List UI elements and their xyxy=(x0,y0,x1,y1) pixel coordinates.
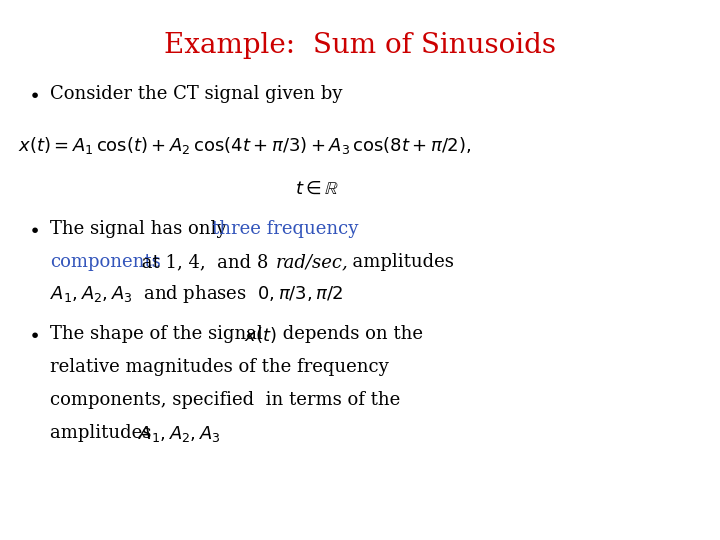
Text: three frequency: three frequency xyxy=(212,220,359,238)
Text: Example:  Sum of Sinusoids: Example: Sum of Sinusoids xyxy=(164,32,556,59)
Text: The shape of the signal: The shape of the signal xyxy=(50,325,269,343)
Text: $A_1, A_2, A_3$: $A_1, A_2, A_3$ xyxy=(138,424,220,444)
Text: $\bullet$: $\bullet$ xyxy=(28,325,39,343)
Text: depends on the: depends on the xyxy=(277,325,423,343)
Text: components: components xyxy=(50,253,161,271)
Text: $x(t)$: $x(t)$ xyxy=(244,325,276,345)
Text: at 1, 4,  and 8: at 1, 4, and 8 xyxy=(136,253,274,271)
Text: Consider the CT signal given by: Consider the CT signal given by xyxy=(50,85,343,103)
Text: $\bullet$: $\bullet$ xyxy=(28,85,39,103)
Text: $x(t) = A_1\,\mathrm{cos}(t) + A_2\,\mathrm{cos}(4t + \pi/3) + A_3\,\mathrm{cos}: $x(t) = A_1\,\mathrm{cos}(t) + A_2\,\mat… xyxy=(18,135,471,156)
Text: relative magnitudes of the frequency: relative magnitudes of the frequency xyxy=(50,358,389,376)
Text: $\bullet$: $\bullet$ xyxy=(28,220,39,238)
Text: rad/sec,: rad/sec, xyxy=(276,253,348,271)
Text: amplitudes: amplitudes xyxy=(341,253,454,271)
Text: $t \in \mathbb{R}$: $t \in \mathbb{R}$ xyxy=(295,180,339,198)
Text: $A_1, A_2, A_3$  and phases  $0, \pi/3, \pi/2$: $A_1, A_2, A_3$ and phases $0, \pi/3, \p… xyxy=(50,283,343,305)
Text: components, specified  in terms of the: components, specified in terms of the xyxy=(50,391,400,409)
Text: amplitudes: amplitudes xyxy=(50,424,163,442)
Text: The signal has only: The signal has only xyxy=(50,220,233,238)
